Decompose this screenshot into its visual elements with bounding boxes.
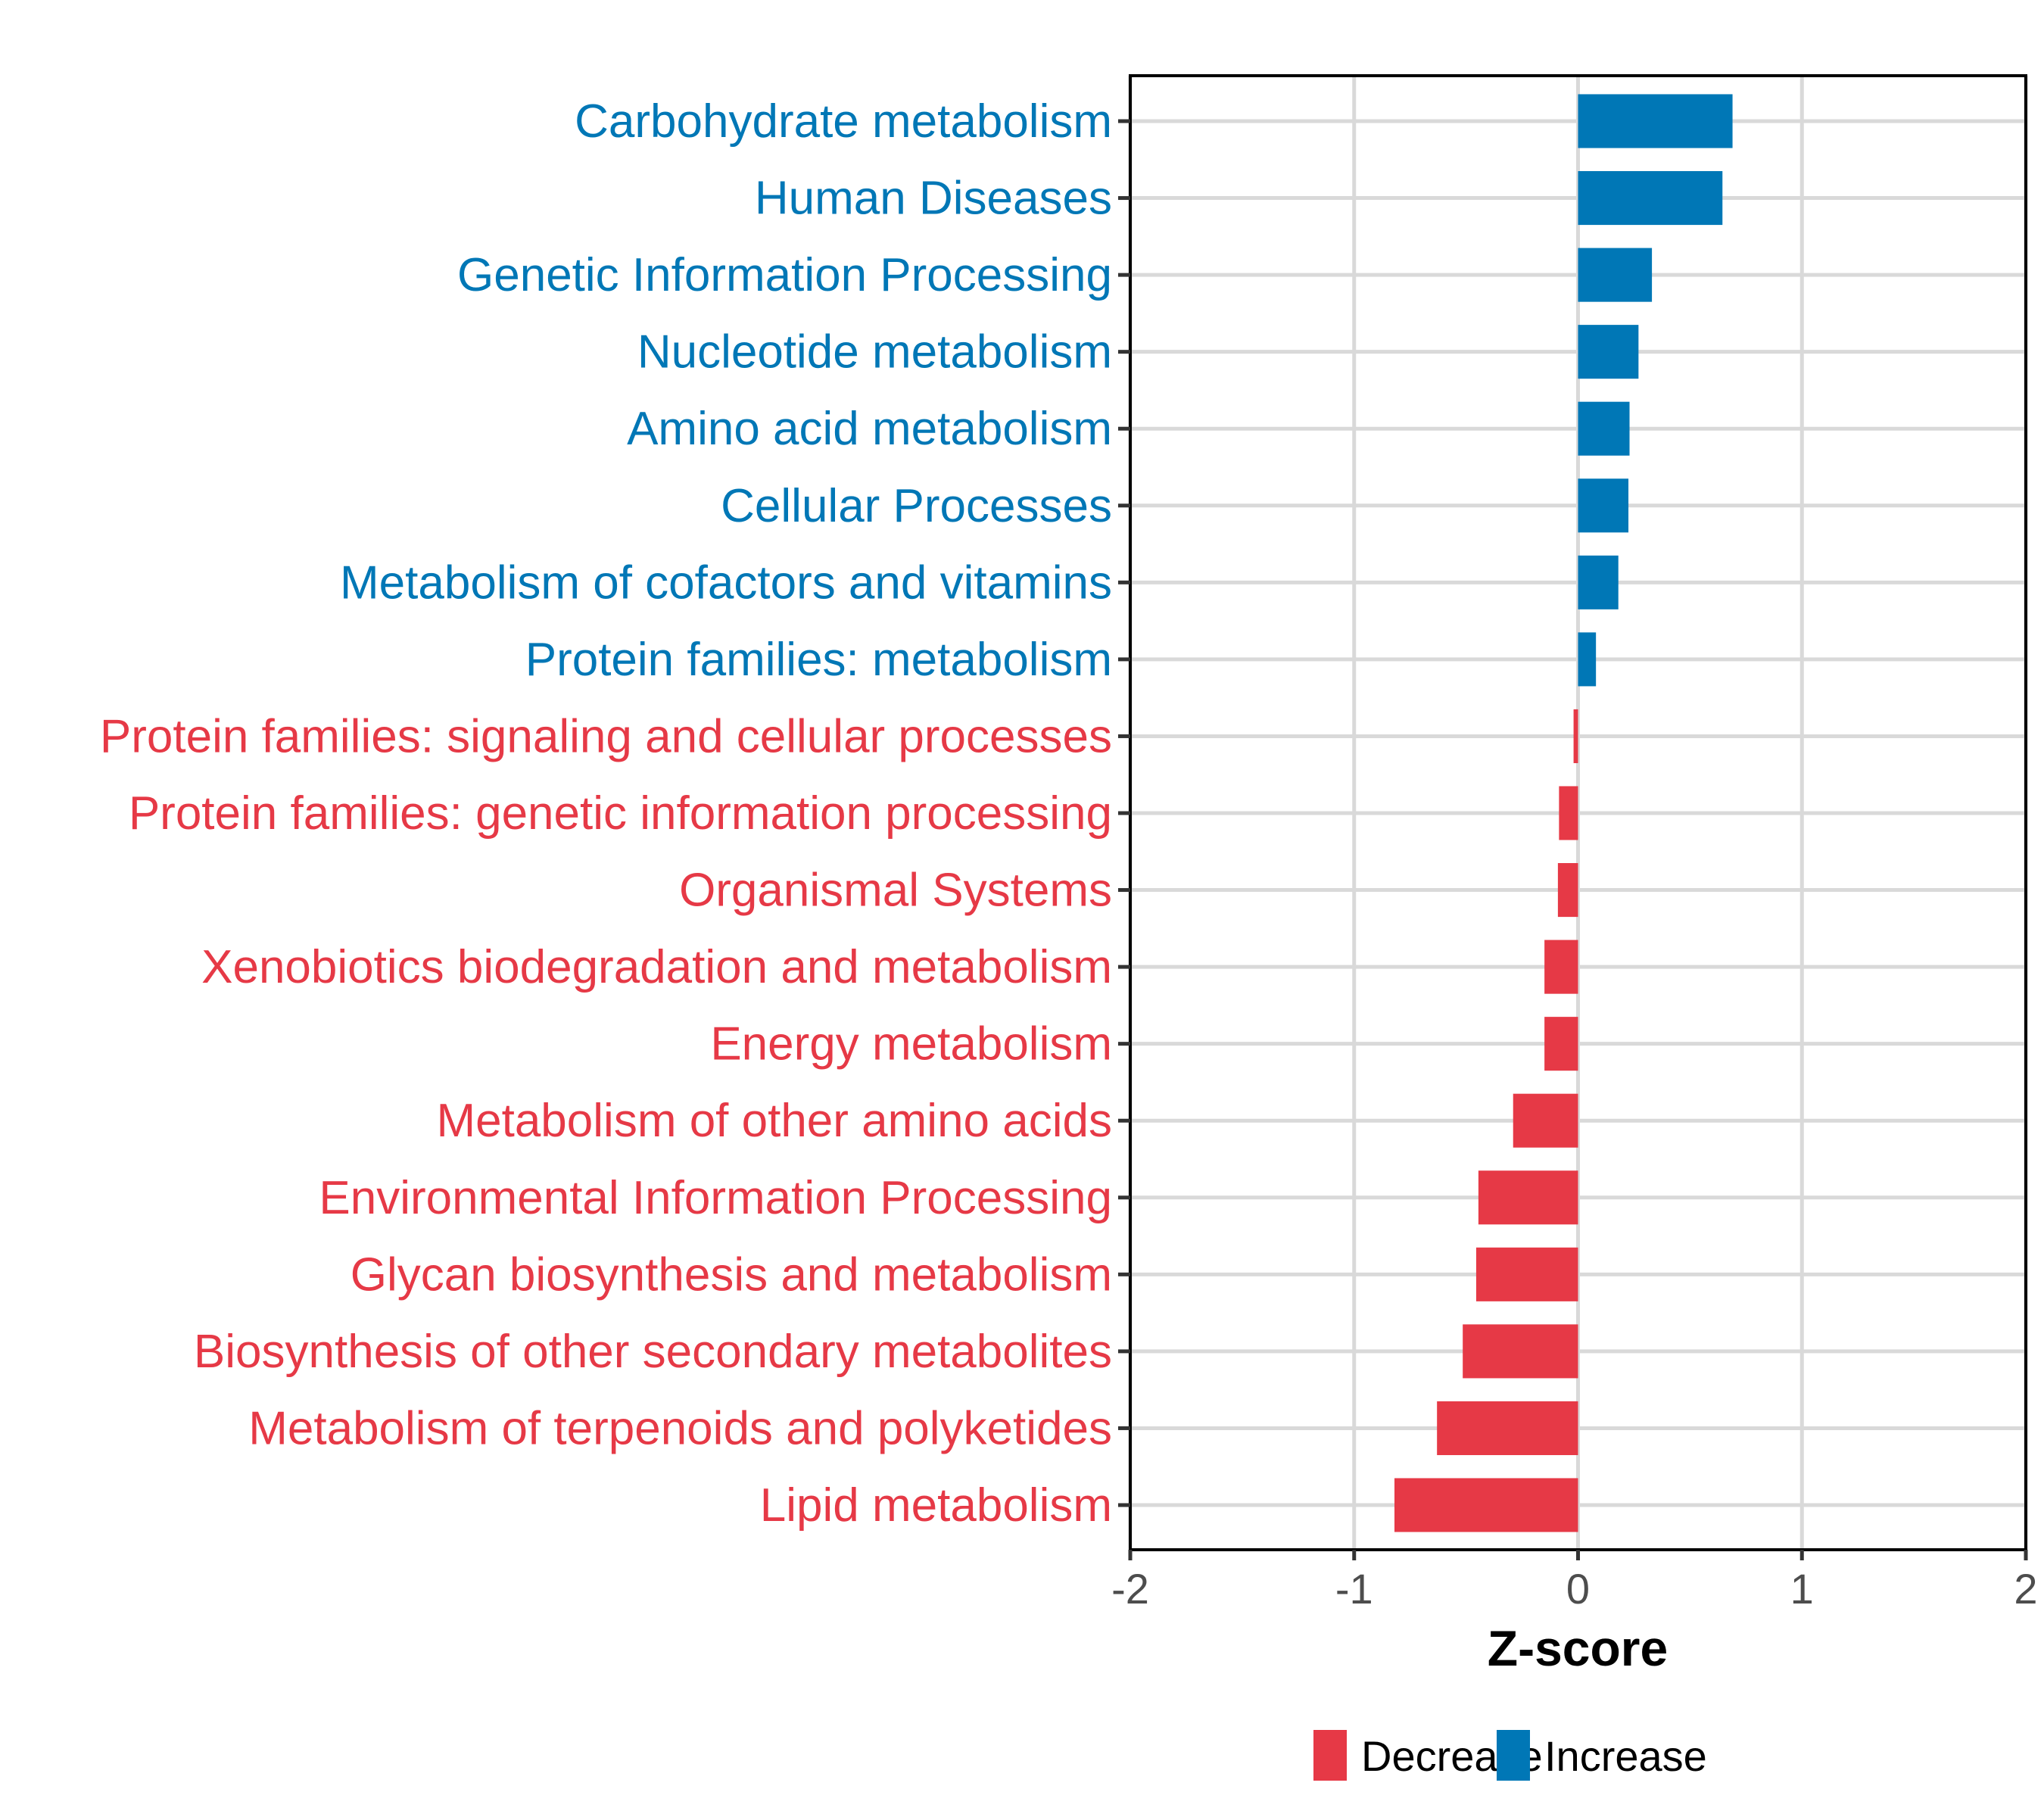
x-tick-label: -2	[1111, 1565, 1149, 1613]
category-label: Xenobiotics biodegradation and metabolis…	[201, 941, 1112, 993]
category-label: Glycan biosynthesis and metabolism	[351, 1248, 1112, 1301]
category-label: Human Diseases	[755, 173, 1112, 225]
category-label: Protein families: genetic information pr…	[129, 787, 1112, 840]
category-label: Protein families: metabolism	[525, 634, 1112, 686]
x-tick-label: -1	[1335, 1565, 1373, 1613]
legend-item-increase: Increase	[1497, 1730, 1707, 1781]
category-label: Metabolism of terpenoids and polyketides	[248, 1402, 1112, 1454]
bar	[1559, 786, 1578, 840]
category-label: Metabolism of other amino acids	[436, 1095, 1112, 1147]
category-label: Energy metabolism	[710, 1018, 1112, 1071]
bar	[1578, 171, 1723, 226]
bar	[1437, 1401, 1578, 1455]
legend-swatch	[1497, 1730, 1530, 1781]
x-tick-label: 1	[1790, 1565, 1814, 1613]
bar	[1578, 325, 1639, 379]
x-axis-ticks: -2 -1 0 1 2	[1111, 1550, 2038, 1613]
category-label: Metabolism of cofactors and vitamins	[340, 556, 1112, 609]
category-label: Carbohydrate metabolism	[575, 95, 1112, 148]
bar	[1578, 632, 1597, 687]
category-label: Nucleotide metabolism	[637, 326, 1112, 379]
category-label: Lipid metabolism	[760, 1479, 1112, 1532]
bar	[1578, 478, 1629, 533]
category-label: Organismal Systems	[679, 865, 1112, 917]
legend-swatch	[1313, 1730, 1347, 1781]
category-label: Genetic Information Processing	[457, 249, 1112, 301]
bar	[1578, 555, 1619, 609]
bar	[1394, 1478, 1578, 1532]
bar	[1573, 709, 1578, 763]
category-label: Protein families: signaling and cellular…	[100, 710, 1112, 762]
bar	[1463, 1324, 1578, 1379]
bar	[1544, 940, 1578, 994]
x-axis-title: Z-score	[1488, 1620, 1668, 1676]
x-tick-label: 0	[1566, 1565, 1590, 1613]
legend: Decrease Increase	[1313, 1730, 1707, 1781]
bar	[1478, 1170, 1578, 1225]
bar	[1513, 1093, 1578, 1148]
category-label: Cellular Processes	[721, 480, 1112, 532]
legend-label: Increase	[1544, 1732, 1707, 1780]
bars	[1394, 94, 1733, 1532]
category-labels: Carbohydrate metabolism Human Diseases Gen…	[100, 95, 1130, 1532]
bar	[1578, 248, 1653, 302]
category-label: Biosynthesis of other secondary metaboli…	[194, 1326, 1112, 1378]
category-label: Environmental Information Processing	[319, 1172, 1112, 1224]
bar	[1578, 401, 1630, 456]
bar	[1578, 94, 1733, 148]
category-label: Amino acid metabolism	[627, 403, 1112, 455]
x-tick-label: 2	[2014, 1565, 2037, 1613]
bar	[1475, 1247, 1578, 1301]
bar	[1557, 863, 1578, 918]
bar	[1544, 1017, 1578, 1071]
